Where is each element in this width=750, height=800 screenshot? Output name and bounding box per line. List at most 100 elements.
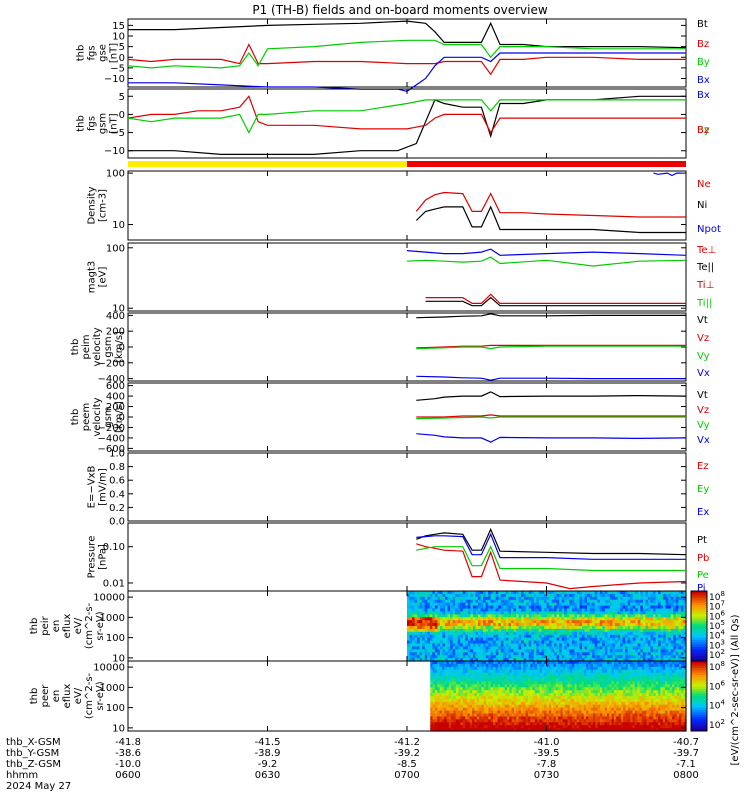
legend-Bz: Bz [697,39,709,50]
time-tick-label: 0730 [534,770,559,781]
legend-Pe: Pe [697,570,709,581]
ylabel-line: thb [76,115,87,132]
panel-frame-6 [127,452,687,522]
ylabel-line: Pressure [87,536,98,579]
ylabel-line: gsm [103,406,114,427]
ytick-label: 100 [106,243,125,254]
ytick-label: 10 [112,32,125,43]
ylabel-line: (cm^2-s- [84,602,95,649]
ylabel-line: sr-eV) [95,681,106,710]
ylabel-line: eV/ [73,687,84,704]
legend-Ex: Ex [697,507,709,518]
colorbar-tick: 108 [709,660,725,673]
ylabel-line: E=−VxB [87,466,98,509]
ylabel-line: thb [70,409,81,426]
legend-Vy: Vy [697,420,710,431]
ytick-label: 100 [106,633,125,644]
ylabel-line: [nT] [109,43,120,63]
ytick-label: 10 [112,653,125,664]
ytick-label: 10000 [93,593,125,604]
legend-By: By [697,125,710,136]
ylabel-line: [mV/m] [98,468,109,506]
legend-Vy: Vy [697,351,710,362]
ylabel-line: [km/s] [114,331,125,363]
ytick-label: −600 [98,444,125,455]
ylabel-line: gsm [98,113,109,134]
ylabel-line: thb [76,45,87,62]
ylabel-line: (cm^2-s- [84,672,95,719]
legend-Te||: Te|| [696,262,714,273]
series-Bz-line [127,95,686,134]
series-Vz-line [416,344,686,349]
time-tick-label: 0630 [255,770,280,781]
ytick-label: −5 [110,63,125,74]
series-Bt-line [128,20,687,49]
ylabel-line: thb [70,339,81,356]
legend-Ez: Ez [697,461,709,472]
legend-Vt: Vt [697,315,708,326]
ylabel-line: thb [29,618,40,635]
ylabel-line: peim [81,334,92,359]
axis-row-label: thb_X-GSM [6,737,61,748]
legend-Bx: Bx [697,75,710,86]
time-tick-label: 0600 [115,770,140,781]
legend-Ey: Ey [697,484,709,495]
ytick-label: 15 [112,21,125,32]
axis-row-label: thb_Y-GSM [6,748,59,759]
series-Npot-line [653,172,682,177]
colorbar-tick: 102 [709,718,725,731]
axis-row-label: thb_Z-GSM [6,759,61,770]
series-Te⊥-line [425,293,686,304]
mode-bar [128,161,686,167]
panel-2: 100 10 Density [cm-3] Ne Ni Npot [87,169,721,241]
ylabel-line: [nT] [109,113,120,133]
ytick-label: 0.01 [103,578,125,589]
legend-Ti⊥: Ti⊥ [696,280,714,291]
ytick-label: 0 [119,343,125,354]
ytick-label: 1.0 [109,449,125,460]
series-Ne-line [415,191,686,218]
ylabel-line: peer [40,684,51,708]
series-Bx-line [128,52,686,92]
colorbar-label: [eV/(cm^2-sec-sr-eV)] (All Qs) [730,614,741,765]
series-Bt-line [128,95,686,155]
time-tick-label: -7.8 [537,759,557,770]
ylabel-line: gse [98,44,109,62]
ylabel-line: magt3 [87,261,98,294]
ytick-label: −200 [98,358,125,369]
time-tick-label: -8.5 [397,759,417,770]
series-Ti⊥-line [406,248,687,256]
time-tick-label: -7.1 [676,759,696,770]
time-tick-label: -39.2 [394,748,420,759]
series-Vy-line [416,345,686,350]
series-By-line [127,39,686,69]
mode-bar-segment-1 [407,161,686,167]
ylabel-line: thb [29,688,40,705]
ylabel-line: peem [81,403,92,431]
heatmap-cells-8 [407,591,687,662]
ylabel-line: [cm-3] [98,189,109,222]
ylabel-line: en [51,690,62,703]
ylabel-line: velocity [92,327,103,366]
ylabel-line: fgs [87,116,98,131]
ylabel-line: eflux [62,614,73,639]
time-tick-label: -41.8 [115,737,141,748]
ylabel-line: [km/s] [114,401,125,433]
ytick-label: 0.10 [103,542,125,553]
ytick-label: 0 [119,110,125,121]
ytick-label: 600 [106,381,125,392]
legend-Te⊥: Te⊥ [696,245,716,256]
legend-Ti||: Ti|| [696,298,712,309]
ytick-label: −400 [98,433,125,444]
series-Ti||-line [406,256,687,267]
legend-Vx: Vx [697,368,710,379]
time-tick-label: -39.5 [534,748,560,759]
time-tick-label: -39.7 [673,748,699,759]
time-tick-label: -38.6 [115,748,141,759]
legend-Vx: Vx [697,435,710,446]
mode-bar-segment-0 [128,161,407,167]
